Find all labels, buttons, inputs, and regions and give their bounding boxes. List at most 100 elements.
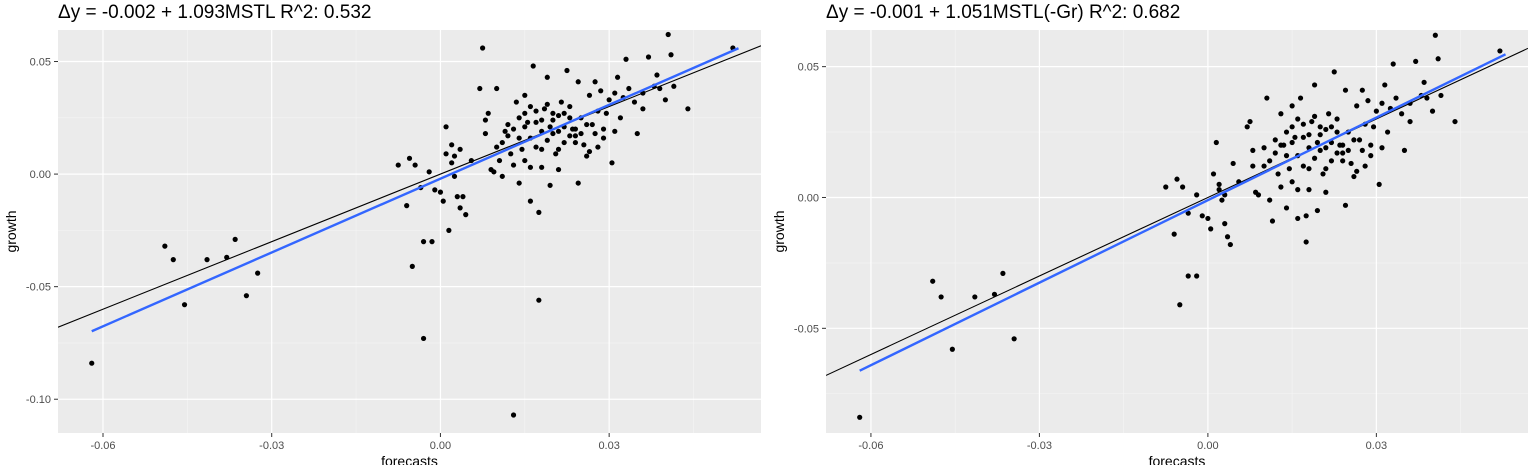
data-point <box>499 173 505 179</box>
data-point <box>1289 139 1295 146</box>
data-point <box>1272 137 1278 143</box>
data-point <box>516 135 522 141</box>
data-point <box>645 54 652 60</box>
data-point <box>654 72 660 78</box>
data-point <box>420 239 427 245</box>
data-point <box>204 257 210 263</box>
data-point <box>468 157 474 164</box>
data-point <box>406 155 413 161</box>
data-point <box>561 110 567 116</box>
data-point <box>1424 95 1430 101</box>
data-point <box>547 182 553 188</box>
plot-content <box>826 32 1528 420</box>
data-point <box>1342 87 1349 93</box>
data-point <box>541 106 548 112</box>
data-point <box>640 106 646 112</box>
data-point <box>533 119 539 125</box>
data-point <box>1314 139 1320 146</box>
data-point <box>592 130 598 137</box>
data-point <box>477 85 483 92</box>
data-point <box>533 144 539 150</box>
data-point <box>1306 187 1312 193</box>
data-point <box>1379 100 1385 106</box>
data-point <box>1421 79 1427 85</box>
y-tick-label: 0.00 <box>30 169 51 181</box>
x-tick-label: 0.03 <box>1366 440 1387 452</box>
data-point <box>617 115 624 121</box>
data-point <box>949 346 955 352</box>
data-point <box>1306 132 1312 138</box>
data-point <box>1297 95 1304 101</box>
data-point <box>668 52 674 58</box>
y-tick-label: -0.05 <box>26 282 51 294</box>
data-point <box>1283 153 1290 159</box>
data-point <box>522 110 528 116</box>
data-point <box>555 146 562 152</box>
data-point <box>1199 213 1205 219</box>
data-point <box>1379 145 1385 151</box>
data-point <box>1250 147 1256 153</box>
data-point <box>1311 82 1318 88</box>
data-point <box>662 97 668 103</box>
data-point <box>572 139 579 146</box>
data-point <box>544 137 550 143</box>
data-point <box>550 130 556 137</box>
data-point <box>1278 184 1284 190</box>
chart-left: Δy = -0.002 + 1.093MSTL R^2: 0.532 -0.06… <box>3 2 761 465</box>
x-tick-label: 0.03 <box>598 440 619 452</box>
data-point <box>1334 150 1340 156</box>
data-point <box>1264 95 1270 101</box>
data-point <box>1300 163 1306 169</box>
chart-right: Δy = -0.001 + 1.051MSTL(-Gr) R^2: 0.682 … <box>768 0 1536 465</box>
data-point <box>409 263 415 269</box>
data-point <box>1194 273 1200 279</box>
data-point <box>600 135 607 141</box>
scatter-plot-left: -0.06 -0.03 0.00 0.03 -0.10 -0.05 0.00 0.05 fore… <box>3 30 761 465</box>
data-point <box>972 294 978 300</box>
data-point <box>1390 61 1396 67</box>
data-point <box>586 148 593 155</box>
data-point <box>592 79 598 85</box>
x-tick-label: 0.00 <box>430 440 451 452</box>
data-point <box>657 85 663 92</box>
data-point <box>1401 147 1408 153</box>
data-point <box>1345 147 1351 153</box>
data-point <box>1359 87 1365 93</box>
data-point <box>224 254 230 260</box>
data-point <box>1334 116 1340 122</box>
data-point <box>1283 129 1290 135</box>
data-point <box>1230 160 1236 167</box>
data-point <box>162 243 168 249</box>
data-point <box>1328 124 1335 130</box>
data-point <box>1295 215 1301 222</box>
data-point <box>631 99 638 105</box>
x-tick-label: -0.03 <box>1027 440 1052 452</box>
data-point <box>1317 124 1323 130</box>
data-point <box>1244 124 1250 130</box>
data-point <box>550 110 556 116</box>
data-point <box>1303 213 1309 219</box>
data-point <box>1278 142 1284 148</box>
data-point <box>1382 82 1388 88</box>
data-point <box>404 203 410 209</box>
data-point <box>1205 215 1211 222</box>
data-point <box>626 85 632 92</box>
data-point <box>1286 166 1292 172</box>
y-tick-label: -0.05 <box>794 323 819 335</box>
data-point <box>451 153 458 159</box>
y-axis-title: growth <box>3 210 19 252</box>
data-point <box>1289 124 1295 130</box>
y-axis-title: growth <box>771 210 787 252</box>
x-axis-title: forecasts <box>381 453 438 465</box>
data-point <box>437 189 444 195</box>
data-point <box>1323 189 1329 195</box>
data-point <box>496 157 503 164</box>
data-point <box>522 92 528 98</box>
data-point <box>547 124 553 130</box>
data-point <box>572 133 579 139</box>
data-point <box>1351 137 1357 143</box>
data-point <box>553 151 559 157</box>
data-point <box>505 133 511 139</box>
data-point <box>1376 181 1382 187</box>
data-point <box>600 126 607 132</box>
